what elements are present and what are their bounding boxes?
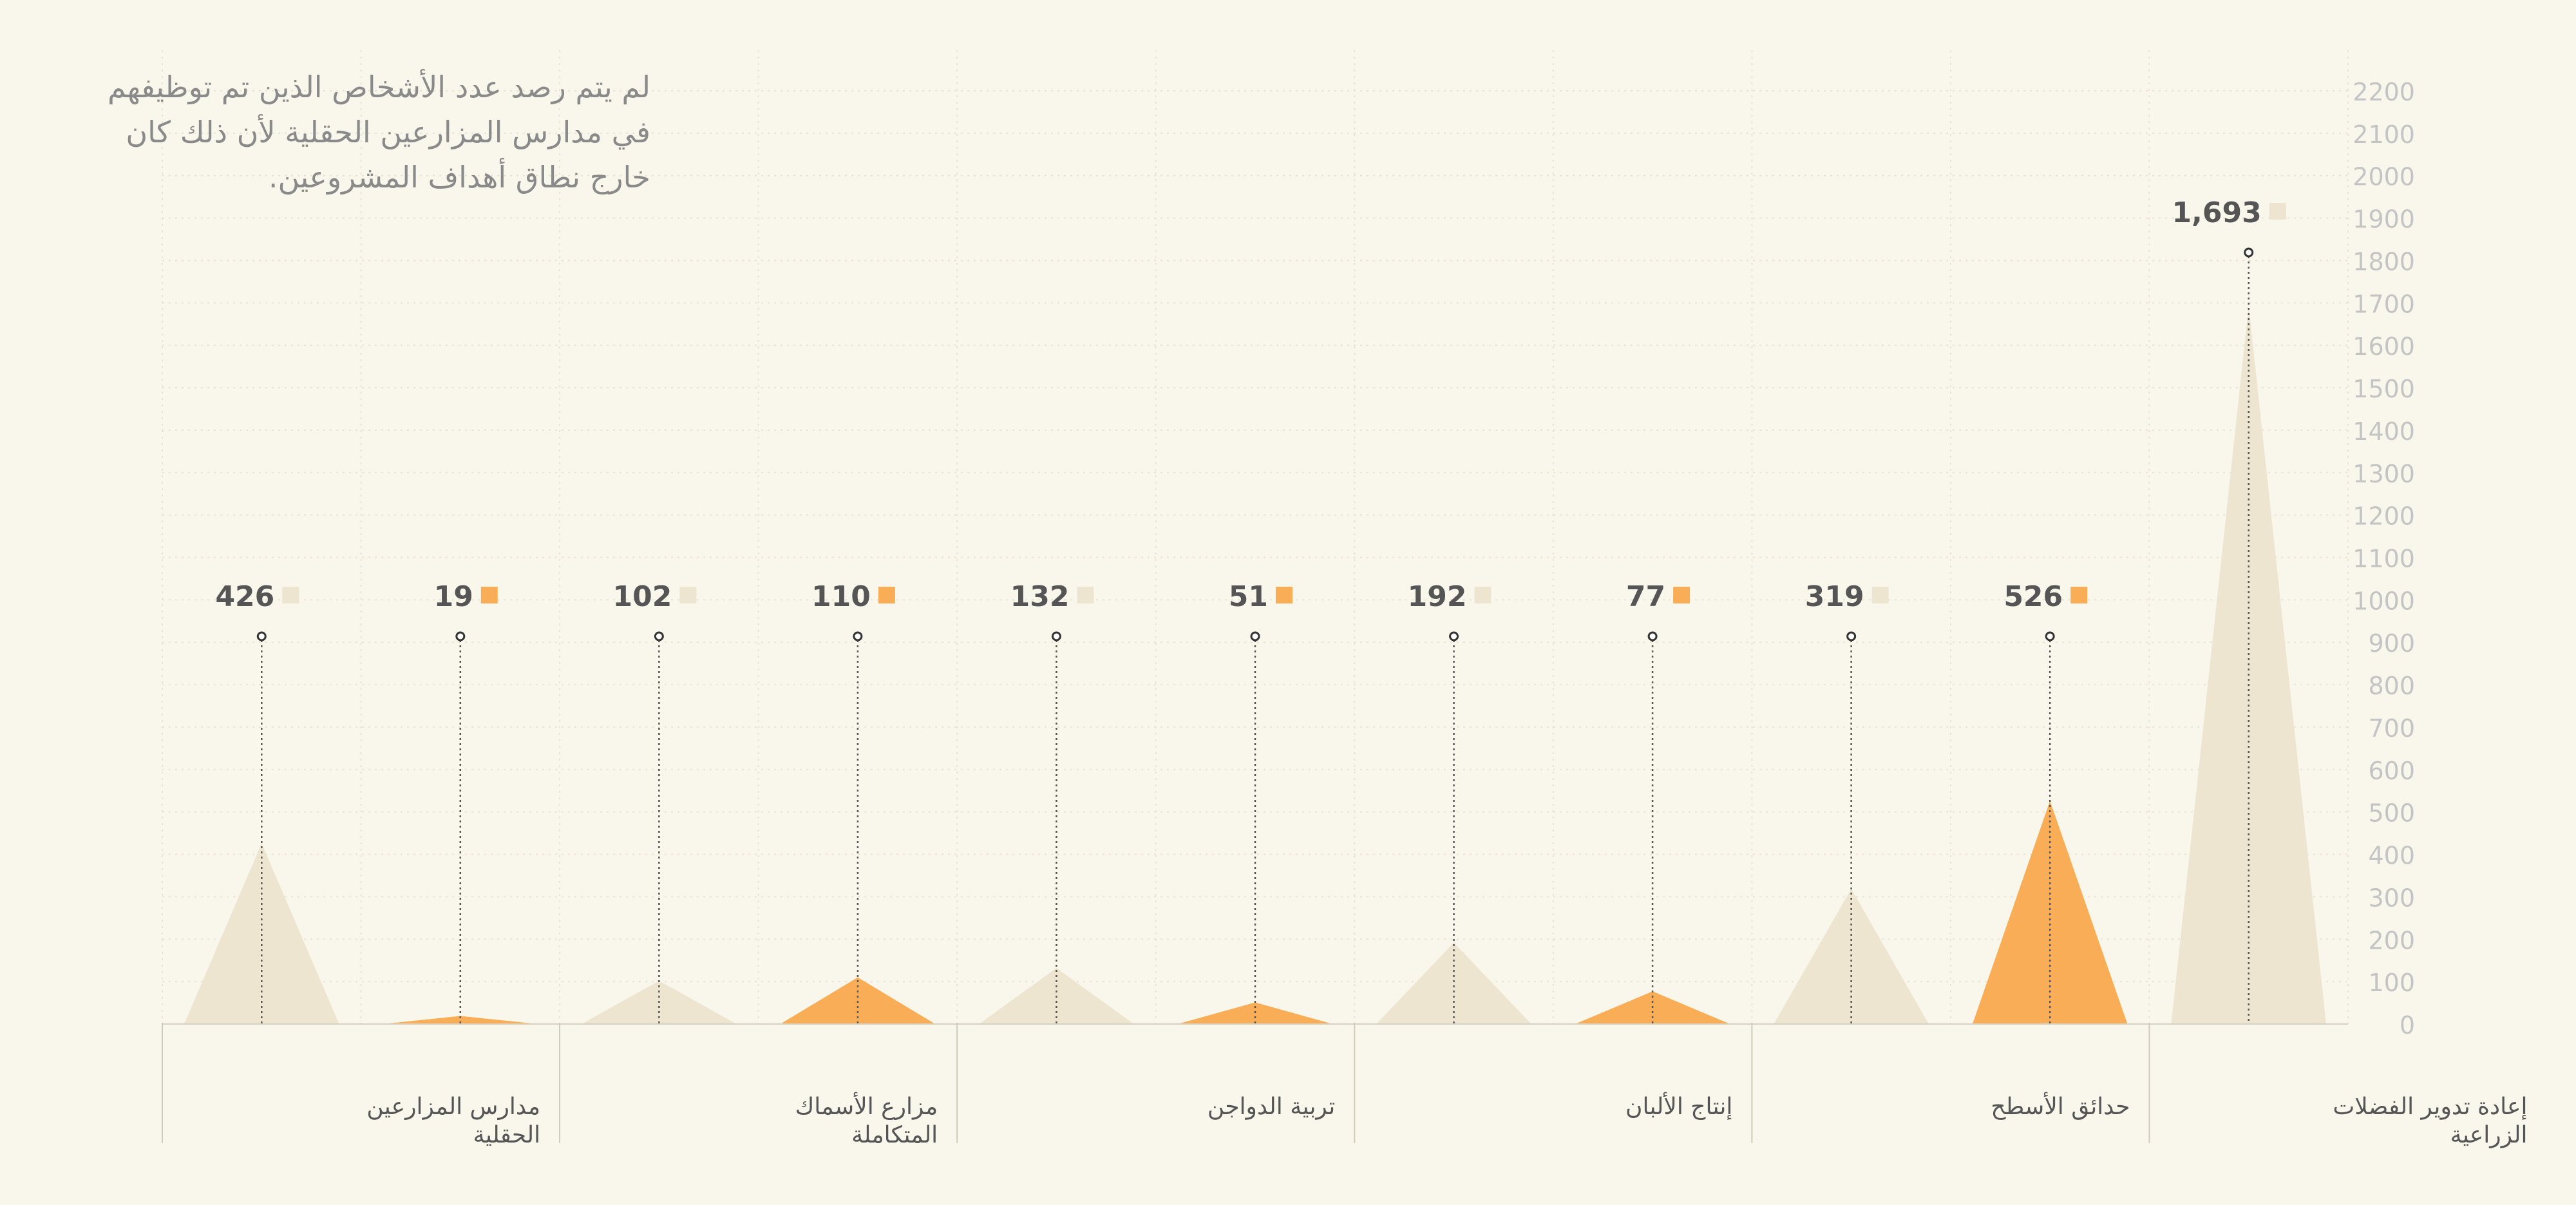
peak-6 — [1177, 1002, 1333, 1024]
group-label-line: المتكاملة — [851, 1122, 938, 1148]
peak-2 — [383, 1016, 538, 1024]
group-label-line: الزراعية — [2450, 1122, 2528, 1148]
legend-swatch — [1474, 587, 1492, 603]
y-tick-label: 200 — [2368, 926, 2415, 954]
group-label-line: مزارع الأسماك — [795, 1092, 938, 1120]
legend-swatch — [1077, 587, 1094, 603]
y-tick-label: 1200 — [2353, 502, 2415, 531]
peak-10 — [1972, 801, 2128, 1024]
data-marker — [2045, 631, 2055, 641]
y-tick-label: 2100 — [2353, 120, 2415, 149]
data-marker — [256, 631, 267, 641]
data-label: 192 — [1408, 580, 1467, 613]
y-tick-label: 1900 — [2353, 205, 2415, 234]
group-label-line: إنتاج الألبان — [1625, 1092, 1732, 1120]
y-tick-label: 400 — [2368, 842, 2415, 870]
y-tick-label: 1400 — [2353, 417, 2415, 446]
y-tick-label: 300 — [2368, 884, 2415, 912]
data-marker — [1647, 631, 1658, 641]
y-tick-label: 0 — [2400, 1011, 2415, 1039]
y-tick-label: 900 — [2368, 629, 2415, 658]
y-tick-label: 1700 — [2353, 290, 2415, 318]
y-tick-label: 1500 — [2353, 375, 2415, 403]
group-label-line: مدارس المزارعين — [366, 1094, 540, 1120]
data-marker — [1846, 631, 1857, 641]
data-label: 319 — [1805, 580, 1864, 613]
peak-7 — [1376, 942, 1531, 1024]
group-label-line: الحقلية — [473, 1122, 541, 1148]
group-label: مدارس المزارعين الحقلية — [366, 1094, 540, 1148]
group-label: تربية الدواجن — [1208, 1094, 1335, 1120]
legend-swatch — [282, 587, 299, 603]
data-marker — [455, 631, 466, 641]
data-label: 1,693 — [2172, 196, 2262, 229]
group-label-line: حدائق الأسطح — [1991, 1092, 2130, 1120]
y-tick-label: 100 — [2368, 969, 2415, 997]
data-label: 526 — [2003, 580, 2063, 613]
peak-1 — [184, 843, 339, 1024]
group-label: مزارع الأسماك المتكاملة — [795, 1092, 938, 1148]
data-label: 426 — [215, 580, 274, 613]
data-label: 110 — [811, 580, 871, 613]
legend-swatch — [2269, 203, 2286, 220]
legend-swatch — [679, 587, 697, 603]
y-tick-label: 500 — [2368, 799, 2415, 828]
y-tick-label: 800 — [2368, 672, 2415, 700]
group-label: إنتاج الألبان — [1625, 1092, 1732, 1120]
legend-swatch — [1673, 587, 1690, 603]
data-marker — [1250, 631, 1260, 641]
data-label: 102 — [613, 580, 672, 613]
y-tick-label: 1300 — [2353, 460, 2415, 488]
data-marker — [2244, 247, 2254, 258]
data-marker — [853, 631, 863, 641]
group-label: حدائق الأسطح — [1991, 1092, 2130, 1120]
y-tick-label: 600 — [2368, 757, 2415, 785]
group-label: إعادة تدوير الفضلات الزراعية — [2333, 1094, 2527, 1148]
data-marker — [1449, 631, 1459, 641]
legend-swatch — [480, 587, 498, 603]
data-label: 19 — [434, 580, 473, 613]
chart-note: لم يتم رصد عدد الأشخاص الذين تم توظيفهم … — [108, 70, 650, 195]
data-label: 132 — [1010, 580, 1070, 613]
y-tick-label: 2200 — [2353, 78, 2415, 106]
y-tick-label: 2000 — [2353, 163, 2415, 191]
data-marker — [1051, 631, 1061, 641]
y-tick-label: 1800 — [2353, 247, 2415, 276]
y-tick-label: 1600 — [2353, 332, 2415, 361]
y-tick-label: 1100 — [2353, 545, 2415, 573]
peak-4 — [780, 977, 936, 1024]
legend-swatch — [2070, 587, 2088, 603]
group-label-line: إعادة تدوير الفضلات — [2333, 1094, 2527, 1120]
y-tick-label: 1000 — [2353, 587, 2415, 615]
legend-swatch — [1871, 587, 1889, 603]
data-label: 77 — [1626, 580, 1665, 613]
legend-swatch — [878, 587, 895, 603]
data-label: 51 — [1229, 580, 1268, 613]
y-tick-label: 700 — [2368, 714, 2415, 743]
legend-swatch — [1276, 587, 1293, 603]
data-marker — [654, 631, 664, 641]
group-label-line: تربية الدواجن — [1208, 1094, 1335, 1120]
